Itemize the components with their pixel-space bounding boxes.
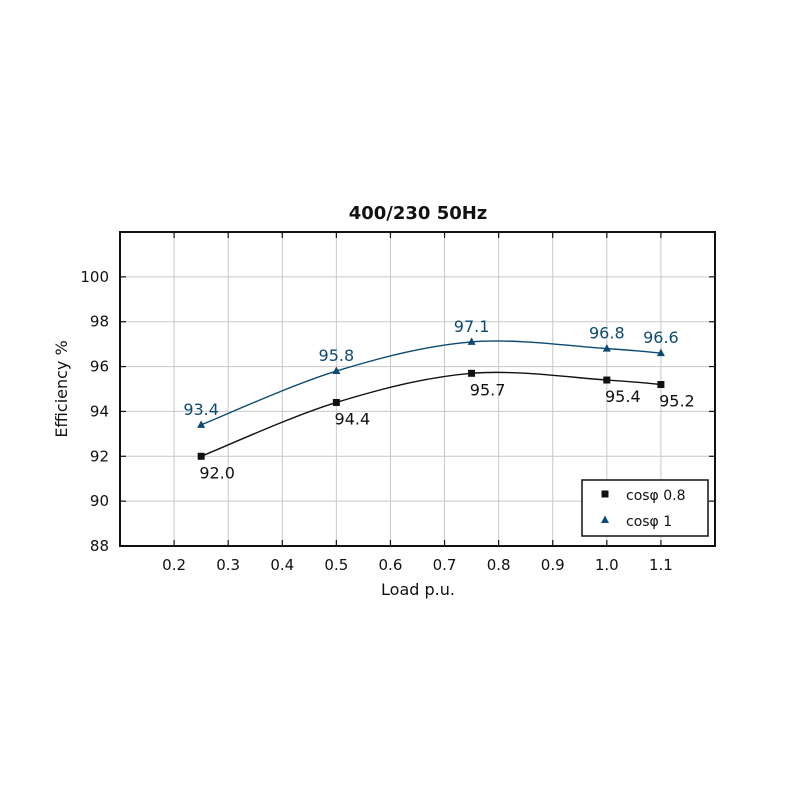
data-label: 97.1 bbox=[454, 317, 490, 336]
x-tick-label: 0.2 bbox=[162, 556, 186, 574]
data-label: 93.4 bbox=[183, 400, 219, 419]
data-point bbox=[332, 398, 340, 406]
legend-item: cosφ 1 bbox=[601, 514, 672, 530]
data-label: 96.6 bbox=[643, 328, 679, 347]
legend-marker bbox=[601, 490, 609, 498]
series-line bbox=[200, 340, 661, 426]
y-tick-label: 92 bbox=[90, 447, 109, 465]
data-point bbox=[467, 337, 476, 345]
data-point bbox=[197, 452, 205, 460]
y-tick-label: 100 bbox=[80, 268, 109, 286]
legend-label: cosφ 0.8 bbox=[626, 488, 686, 504]
legend-marker bbox=[601, 515, 609, 523]
y-tick-label: 98 bbox=[90, 313, 109, 331]
chart-title: 400/230 50Hz bbox=[349, 203, 488, 224]
data-label: 92.0 bbox=[199, 463, 235, 482]
data-label: 96.8 bbox=[589, 324, 625, 343]
x-tick-label: 0.7 bbox=[433, 556, 457, 574]
data-label: 95.2 bbox=[659, 392, 695, 411]
series-line bbox=[200, 371, 661, 457]
x-tick-label: 1.1 bbox=[649, 556, 673, 574]
x-tick-label: 0.9 bbox=[541, 556, 565, 574]
data-label: 95.7 bbox=[470, 380, 506, 399]
x-axis-label: Load p.u. bbox=[381, 580, 455, 599]
y-tick-label: 96 bbox=[90, 358, 109, 376]
y-tick-label: 90 bbox=[90, 492, 109, 510]
legend-item: cosφ 0.8 bbox=[601, 488, 686, 504]
y-axis-label: Efficiency % bbox=[52, 340, 71, 437]
data-label: 95.8 bbox=[319, 346, 355, 365]
x-tick-label: 0.6 bbox=[379, 556, 403, 574]
series-1: 92.0 94.4 95.7 95.4 95.2 bbox=[197, 369, 695, 482]
x-tick-label: 0.8 bbox=[487, 556, 511, 574]
data-point bbox=[603, 376, 611, 384]
x-tick-label: 0.5 bbox=[324, 556, 348, 574]
data-point bbox=[656, 348, 665, 357]
data-point bbox=[657, 381, 665, 389]
y-tick-label: 94 bbox=[90, 402, 109, 420]
tick-layer: 0.2 0.3 0.4 0.5 0.6 0.7 0.8 0.9 1.0 1.1 88 90 92 94 96… bbox=[80, 232, 715, 574]
x-tick-label: 1.0 bbox=[595, 556, 619, 574]
legend-label: cosφ 1 bbox=[626, 514, 672, 530]
data-point bbox=[197, 420, 206, 428]
series-2: 93.4 95.8 97.1 96.8 96.6 bbox=[183, 317, 679, 428]
data-label: 94.4 bbox=[335, 409, 371, 428]
plot-frame bbox=[119, 231, 716, 547]
data-point bbox=[332, 366, 341, 375]
data-label: 95.4 bbox=[605, 387, 641, 406]
legend: cosφ 0.8 cosφ 1 bbox=[581, 479, 709, 537]
y-tick-label: 88 bbox=[90, 537, 109, 555]
x-tick-label: 0.3 bbox=[216, 556, 240, 574]
x-tick-label: 0.4 bbox=[270, 556, 294, 574]
data-point bbox=[468, 369, 476, 377]
legend-box bbox=[581, 479, 709, 537]
series-layer: 92.0 94.4 95.7 95.4 95.2 93.4 95.8 97.1 96.8 96.6 bbox=[183, 317, 694, 482]
data-point bbox=[602, 344, 611, 352]
